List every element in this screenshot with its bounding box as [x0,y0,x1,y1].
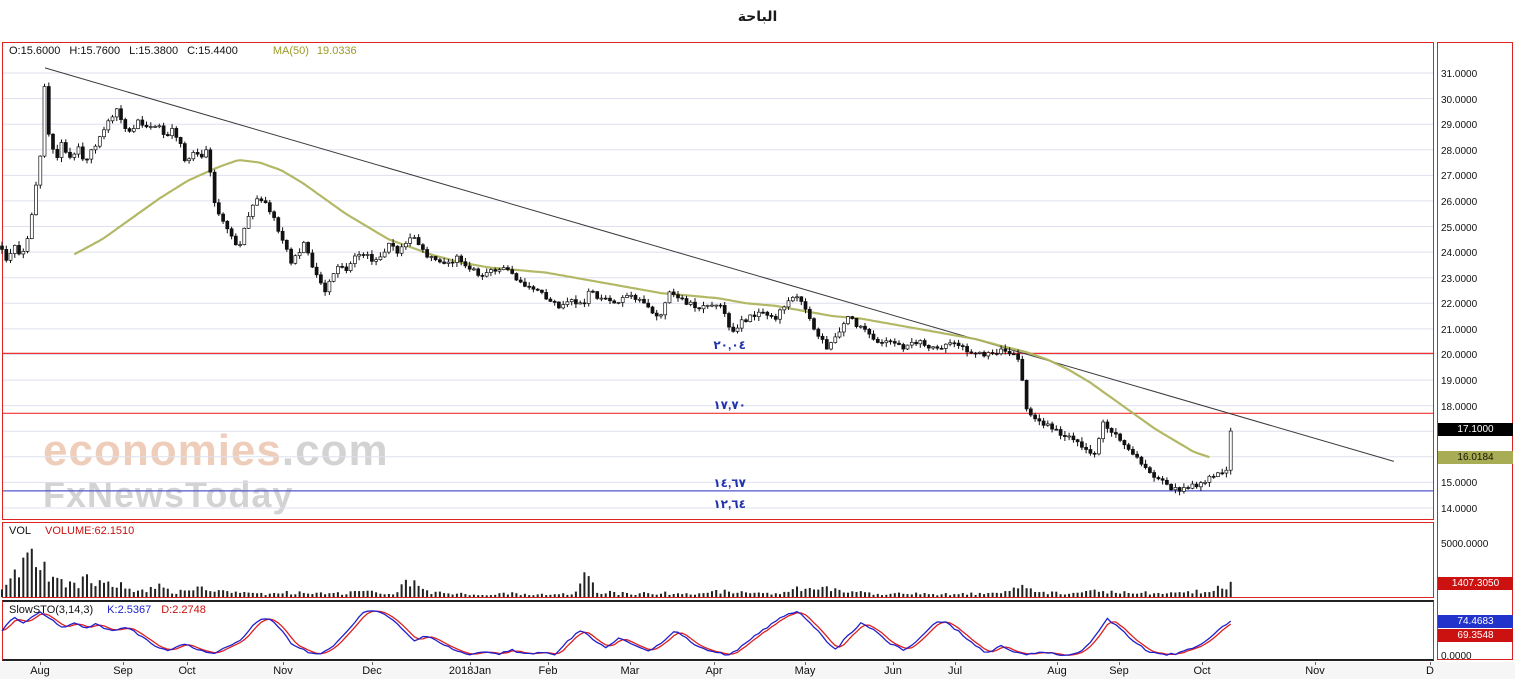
y-axis-tick: 21.0000 [1441,325,1478,336]
time-axis[interactable]: Aug Sep Oct Nov Dec 2018Jan Feb Mar Apr May Jun Jul… [0,662,1515,679]
x-axis-label: Aug [30,665,50,677]
ohlc-readout: O:15.6000 H:15.7600 L:15.3800 C:15.4400 MA(5… [9,45,365,57]
volume-pane-header: VOL VOLUME:62.1510 [9,525,134,537]
stochastic-pane-header: SlowSTO(3,14,3) K:2.5367 D:2.2748 [9,604,206,616]
x-axis-label: Oct [1193,665,1211,677]
y-axis-tick: 31.0000 [1441,69,1478,80]
x-axis-label: Aug [1047,665,1067,677]
y-axis-tick: 30.0000 [1441,95,1478,106]
y-axis-tick: 22.0000 [1441,299,1478,310]
volume-pane-label: VOL [9,525,32,537]
volume-value: VOLUME:62.1510 [45,525,135,537]
watermark-brand: economies [43,426,282,475]
watermark-line2: FxNewsToday [43,474,294,515]
volume-pane[interactable]: VOL VOLUME:62.1510 [2,522,1434,598]
x-axis-label: Jul [947,665,963,677]
open-value: O:15.6000 [9,45,61,57]
y-axis-tick: 24.0000 [1441,248,1478,259]
close-value: C:15.4400 [187,45,238,57]
sto-d-box: 69.3548 [1438,629,1513,642]
x-axis-label: Mar [620,665,640,677]
ma-label: MA(50) [272,45,309,57]
stochastic-pane[interactable]: SlowSTO(3,14,3) K:2.5367 D:2.2748 [2,600,1434,661]
x-axis-label: May [794,665,816,677]
x-axis-tick [893,662,894,665]
x-axis-tick [1315,662,1316,665]
price-axis[interactable]: 17.1000 16.0184 5000.0000 1407.3050 74.4… [1437,42,1513,662]
x-axis-tick [1119,662,1120,665]
sto-axis-min: 0.0000 [1441,651,1472,662]
x-axis-label: Dec [362,665,382,677]
x-axis-tick [805,662,806,665]
x-axis-tick [372,662,373,665]
x-axis-label: Sep [113,665,133,677]
chart-title: الباحة [737,8,778,24]
x-axis-label: Nov [273,665,293,677]
sto-label: SlowSTO(3,14,3) [9,604,94,616]
y-axis-tick: 18.0000 [1441,402,1478,413]
watermark-line1: economies.com [43,429,389,473]
y-axis-tick: 26.0000 [1441,197,1478,208]
y-axis-tick: 15.0000 [1441,478,1478,489]
y-axis-tick: 20.0000 [1441,350,1478,361]
ma-value: 19.0336 [316,45,357,57]
price-pane[interactable]: economies.com FxNewsToday O:15.6000 H:15.… [2,42,1434,520]
x-axis-label: Apr [705,665,723,677]
volume-value-box: 1407.3050 [1438,577,1513,590]
y-axis-tick: 28.0000 [1441,146,1478,157]
x-axis-label: D [1426,665,1434,677]
x-axis-tick [123,662,124,665]
x-axis-label: Jun [884,665,902,677]
x-axis-label: Nov [1305,665,1325,677]
watermark: economies.com FxNewsToday [43,429,389,513]
x-axis-tick [470,662,471,665]
x-axis-tick [714,662,715,665]
high-value: H:15.7600 [69,45,121,57]
sto-k-value: K:2.5367 [107,604,152,616]
x-axis-tick [630,662,631,665]
x-axis-tick [1202,662,1203,665]
x-axis-tick [283,662,284,665]
x-axis-tick [187,662,188,665]
x-axis-tick [40,662,41,665]
y-axis-tick: 27.0000 [1441,171,1478,182]
sto-k-box: 74.4683 [1438,615,1513,628]
y-axis-tick: 25.0000 [1441,223,1478,234]
low-value: L:15.3800 [129,45,179,57]
volume-axis-max: 5000.0000 [1441,539,1489,550]
x-axis-tick [1057,662,1058,665]
y-axis-tick: 23.0000 [1441,274,1478,285]
x-axis-tick [1430,662,1431,665]
ma-value-box: 16.0184 [1438,451,1513,464]
sto-d-value: D:2.2748 [161,604,206,616]
y-axis-tick: 29.0000 [1441,120,1478,131]
x-axis-tick [955,662,956,665]
x-axis-label: Sep [1109,665,1129,677]
y-axis-tick: 14.0000 [1441,504,1478,515]
x-axis-label: Oct [178,665,196,677]
last-price-box: 17.1000 [1438,423,1513,436]
watermark-domain: .com [281,426,389,475]
x-axis-label: Feb [538,665,558,677]
y-axis-tick: 19.0000 [1441,376,1478,387]
ma-readout: MA(50) 19.0336 [273,45,365,57]
x-axis-tick [548,662,549,665]
x-axis-label: 2018Jan [448,665,492,677]
